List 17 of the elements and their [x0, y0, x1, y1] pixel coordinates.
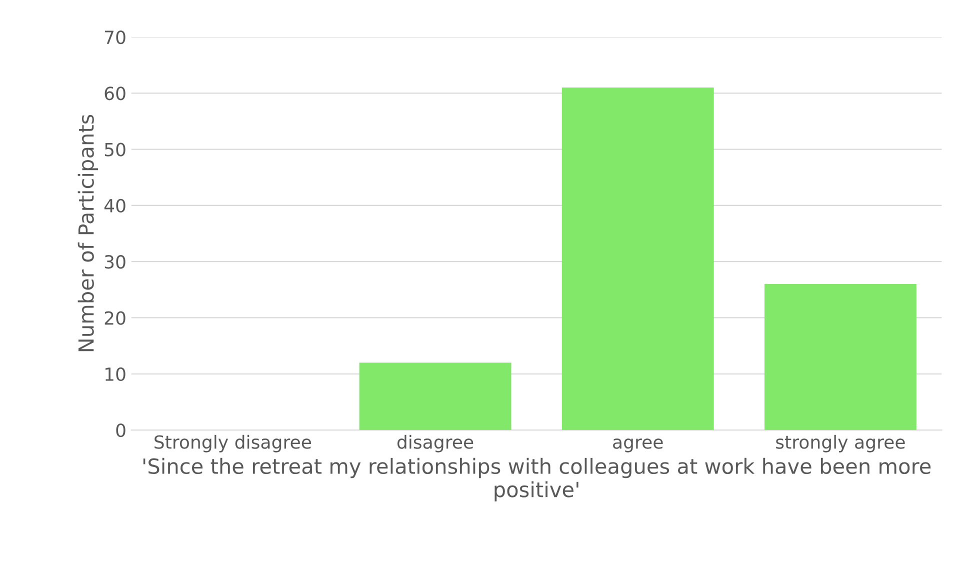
y-tick-label: 20 — [104, 311, 126, 325]
x-tick-label: disagree — [397, 434, 474, 452]
y-tick-label: 10 — [106, 367, 126, 381]
x-tick-label: agree — [613, 438, 663, 452]
bar — [562, 88, 714, 430]
y-tick-label: 70 — [105, 30, 126, 44]
y-axis-title: Number of Participants — [78, 114, 98, 352]
y-tick-label: 40 — [104, 198, 126, 213]
bar — [764, 284, 916, 430]
x-tick-label: strongly agree — [776, 434, 905, 452]
y-tick-label: 60 — [104, 86, 126, 100]
x-tick-label: Strongly disagree — [154, 434, 312, 452]
y-tick-label: 30 — [104, 255, 126, 269]
x-axis-title: 'Since the retreat my relationships with colleagues at work have been more positive' — [143, 458, 931, 502]
bar — [359, 362, 512, 430]
y-tick-label: 0 — [116, 423, 126, 438]
y-tick-label: 50 — [104, 142, 126, 156]
